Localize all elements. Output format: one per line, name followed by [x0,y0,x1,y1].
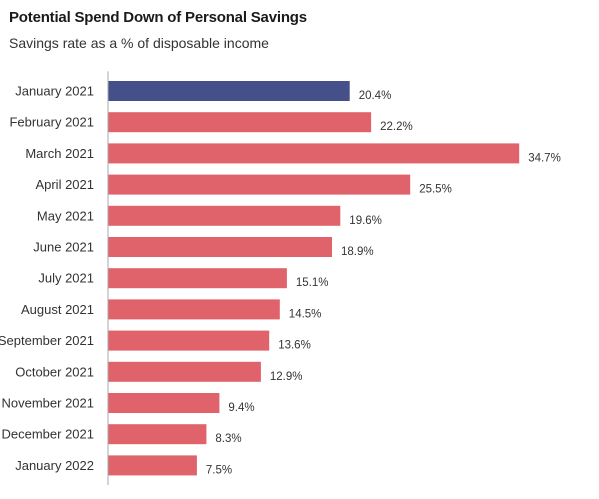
value-label: 15.1% [296,277,329,289]
category-labels-layer: January 2021 February 2021 March 2021 April… [0,84,94,473]
bar-9 [108,361,261,382]
category-label: July 2021 [38,271,94,286]
category-label: January 2022 [15,458,94,473]
value-label: 13.6% [278,340,311,352]
chart-title: Potential Spend Down of Personal Savings [9,9,307,26]
value-label: 18.9% [341,246,374,258]
value-labels-layer: 20.4% 22.2% 34.7% 25.5% 19.6% 18.9% 15.1% 14.5%… [206,90,561,476]
bar-8 [108,330,270,351]
value-label: 7.5% [206,464,232,476]
value-label: 14.5% [289,308,322,320]
category-label: September 2021 [0,333,94,348]
category-label: August 2021 [21,302,94,317]
value-label: 9.4% [228,402,254,414]
value-label: 25.5% [419,184,452,196]
value-label: 8.3% [215,433,241,445]
bar-11 [108,424,207,445]
value-label: 20.4% [359,90,392,102]
bar-3 [108,174,411,195]
category-label: February 2021 [9,115,94,130]
category-label: May 2021 [37,208,94,223]
bar-10 [108,393,220,413]
bar-5 [108,237,332,257]
category-label: June 2021 [33,240,94,255]
value-label: 22.2% [380,121,413,133]
bars-layer [108,81,520,476]
category-label: January 2021 [15,84,94,99]
bar-6 [108,268,287,289]
chart-subtitle: Savings rate as a % of disposable income [9,35,269,51]
bar-12 [108,455,197,476]
category-label: December 2021 [2,427,95,442]
category-label: March 2021 [25,146,94,161]
value-label: 34.7% [528,152,561,164]
bar-7 [108,299,280,320]
value-label: 12.9% [270,371,303,383]
category-label: April 2021 [35,177,94,192]
bar-1 [108,112,372,133]
bar-0 [108,81,350,101]
value-label: 19.6% [349,215,382,227]
category-label: October 2021 [15,364,94,379]
bar-4 [108,205,341,226]
category-label: November 2021 [2,396,95,411]
bar-2 [108,143,520,164]
